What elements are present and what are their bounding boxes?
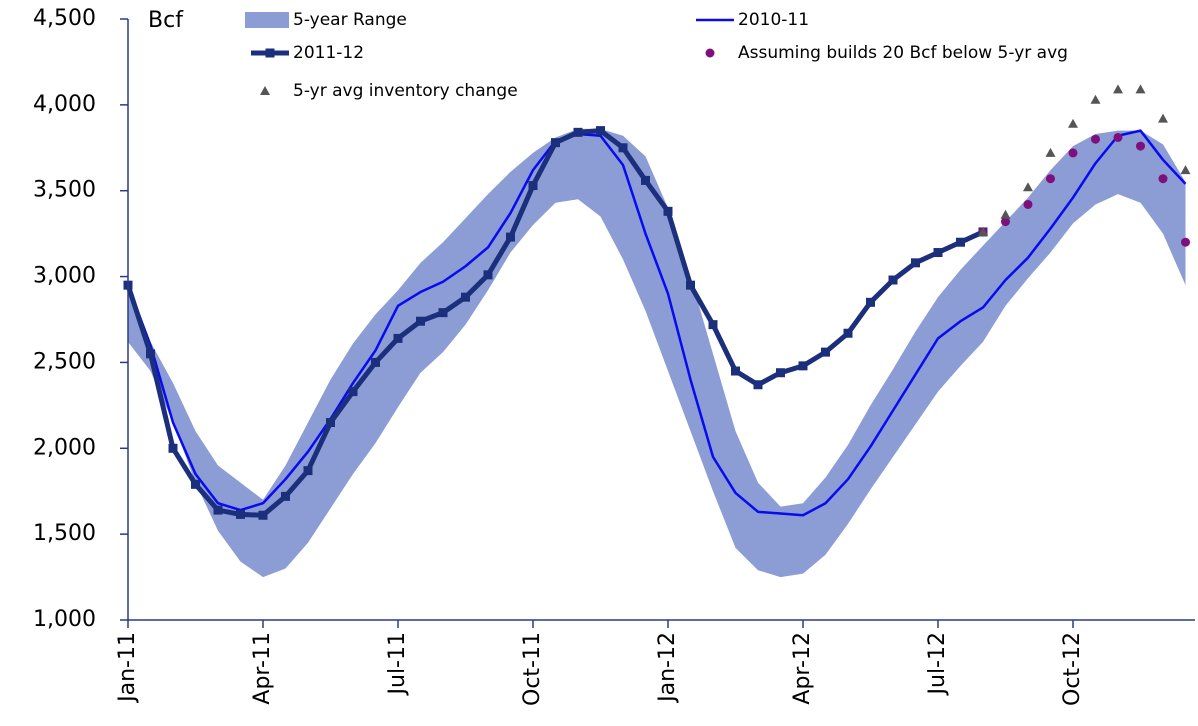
legend-swatch: [245, 12, 289, 28]
legend-label: 5-year Range: [293, 10, 407, 30]
square-marker: [326, 418, 335, 428]
y-tick-label: 3,500: [33, 178, 96, 203]
x-tick-label: Jan-11: [115, 632, 140, 704]
square-marker: [911, 258, 920, 268]
circle-marker: [1001, 217, 1010, 227]
triangle-marker: [1113, 84, 1123, 94]
square-marker: [708, 320, 718, 330]
legend-label: 2010-11: [738, 10, 809, 30]
circle-marker: [1046, 174, 1055, 184]
triangle-marker: [1023, 182, 1033, 192]
range-band: [128, 128, 1186, 578]
y-tick-label: 1,500: [33, 521, 96, 546]
square-marker: [776, 368, 785, 378]
square-marker: [393, 333, 403, 343]
circle-marker: [1023, 199, 1033, 209]
triangle-marker: [1045, 147, 1056, 157]
y-tick-label: 2,500: [33, 349, 96, 374]
legend-label: Assuming builds 20 Bcf below 5-yr avg: [738, 43, 1068, 63]
square-marker: [303, 466, 313, 476]
square-marker: [438, 308, 448, 318]
y-tick-label: 4,500: [33, 6, 96, 31]
square-marker: [731, 366, 740, 376]
legend-item: Assuming builds 20 Bcf below 5-yr avg: [705, 43, 1068, 63]
legend-item: 2010-11: [696, 10, 809, 30]
square-marker: [191, 479, 200, 489]
square-marker: [265, 48, 275, 58]
square-marker: [686, 280, 695, 290]
x-tick-label: Jul-11: [385, 632, 410, 696]
triangle-marker: [1068, 118, 1078, 128]
square-marker: [213, 505, 223, 515]
legend: 5-year Range 2010-11 2011-12 Assuming build…: [245, 10, 1068, 101]
legend-item: 5-yr avg inventory change: [260, 81, 518, 101]
square-marker: [258, 510, 268, 520]
triangle-marker: [1158, 113, 1168, 123]
y-axis-label: Bcf: [148, 8, 184, 33]
x-tick-label: Jan-12: [655, 632, 680, 704]
y-tick-label: 3,000: [33, 264, 96, 289]
y-tick-label: 4,000: [33, 92, 96, 117]
triangle-marker: [1000, 209, 1011, 219]
square-marker: [956, 237, 965, 247]
square-marker: [753, 380, 763, 390]
x-tick-label: Jul-12: [925, 632, 950, 696]
square-marker: [236, 509, 245, 519]
square-marker: [483, 270, 493, 280]
square-marker: [348, 387, 358, 397]
circle-marker: [1136, 141, 1145, 151]
square-marker: [798, 361, 808, 371]
triangle-marker: [1135, 84, 1146, 94]
square-marker: [461, 292, 470, 302]
square-marker: [821, 347, 830, 357]
legend-label: 5-yr avg inventory change: [293, 81, 518, 101]
circle-marker: [1068, 148, 1078, 158]
legend-item: 2011-12: [251, 43, 364, 63]
circle-marker: [1158, 174, 1168, 184]
square-marker: [641, 175, 650, 185]
legend-label: 2011-12: [293, 43, 364, 63]
x-tick-label: Oct-11: [520, 632, 545, 706]
square-marker: [866, 297, 875, 307]
square-marker: [618, 143, 628, 153]
circle-marker: [705, 48, 715, 58]
square-marker: [281, 491, 290, 501]
legend-item: 5-year Range: [245, 10, 407, 30]
square-marker: [146, 349, 155, 359]
square-marker: [416, 316, 425, 326]
x-tick-label: Apr-12: [790, 632, 815, 705]
square-marker: [888, 275, 898, 285]
square-marker: [506, 232, 515, 242]
y-tick-label: 2,000: [33, 435, 96, 460]
triangle-marker: [1180, 165, 1191, 175]
square-marker: [933, 248, 943, 258]
x-tick-label: Oct-12: [1060, 632, 1085, 706]
square-marker: [528, 181, 538, 191]
triangle-marker: [978, 226, 988, 236]
circle-marker: [1181, 237, 1190, 247]
x-tick-label: Apr-11: [250, 632, 275, 705]
square-marker: [663, 206, 673, 216]
square-marker: [551, 138, 560, 148]
y-tick-label: 1,000: [33, 607, 96, 632]
square-marker: [573, 127, 583, 137]
triangle-marker: [260, 86, 270, 95]
plot-area: [123, 84, 1191, 578]
circle-marker: [1113, 132, 1123, 142]
square-marker: [371, 357, 380, 367]
square-marker: [168, 443, 178, 453]
series-line: [126, 129, 1187, 517]
square-marker: [843, 328, 853, 338]
triangle-marker: [1090, 94, 1101, 104]
circle-marker: [1091, 134, 1100, 144]
square-marker: [596, 126, 605, 136]
